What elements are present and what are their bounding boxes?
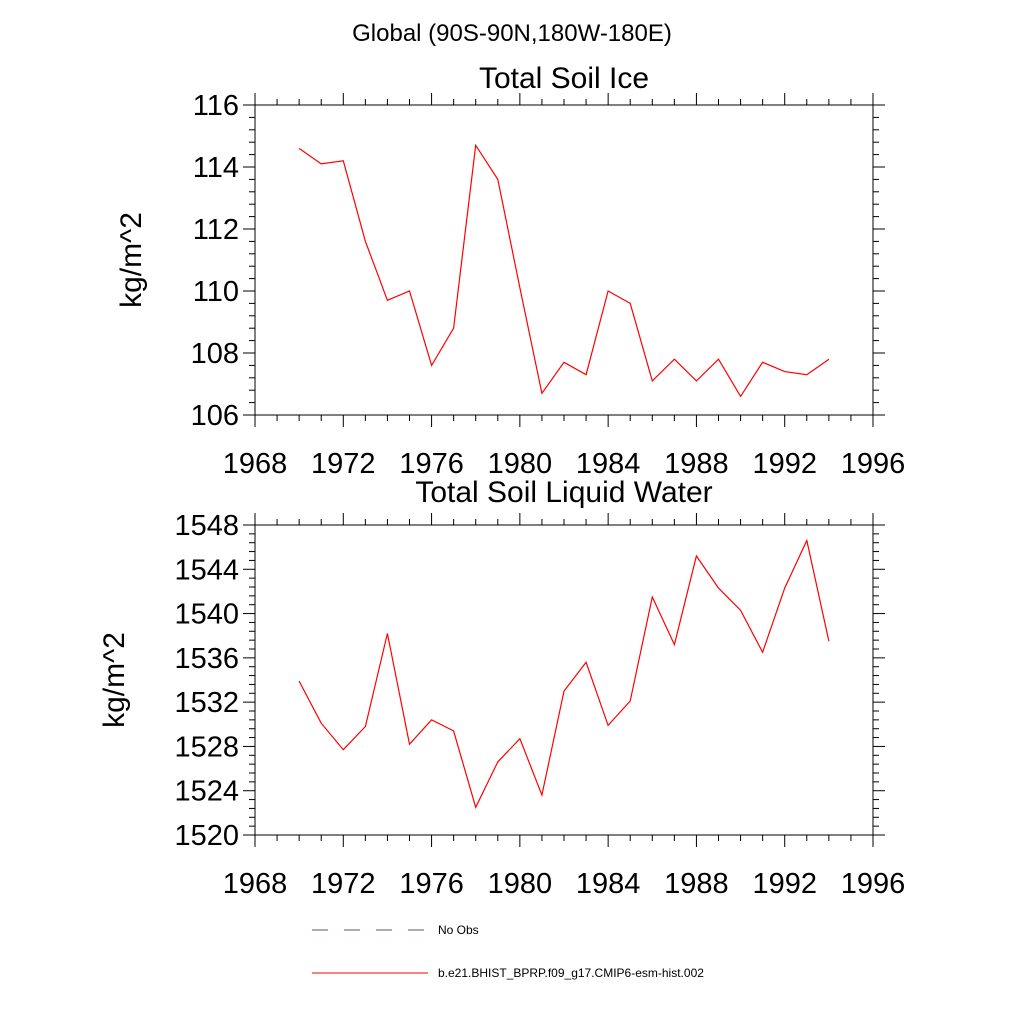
x-tick-label: 1988 xyxy=(664,448,729,480)
x-tick-label: 1980 xyxy=(488,448,553,480)
panel-title: Total Soil Liquid Water xyxy=(415,476,712,509)
y-tick-label: 106 xyxy=(191,400,239,432)
panel-title: Total Soil Ice xyxy=(479,62,649,95)
plot-frame xyxy=(254,524,874,836)
plot-area: 1968 1972 1976 1980 1984 1988 1992 1996 1520 1524… xyxy=(174,510,905,900)
legend: No Obs b.e21.BHIST_BPRP.f09_g17.CMIP6-es… xyxy=(312,923,704,980)
x-tick-label: 1972 xyxy=(311,448,376,480)
plot-area: 1968 1972 1976 1980 1984 1988 1992 1996 106 108 11… xyxy=(191,90,906,480)
y-tick-label: 1536 xyxy=(174,643,239,675)
y-tick-label: 110 xyxy=(193,276,239,308)
x-tick-label: 1984 xyxy=(576,868,641,900)
x-tick-label: 1976 xyxy=(399,868,464,900)
y-tick-label: 1520 xyxy=(174,820,239,852)
x-tick-label: 1972 xyxy=(311,868,376,900)
y-axis-label: kg/m^2 xyxy=(115,212,148,308)
y-tick-label: 1524 xyxy=(174,776,239,808)
x-tick-label: 1980 xyxy=(488,868,553,900)
x-tick-label: 1976 xyxy=(399,448,464,480)
figure-main-title: Global (90S-90N,180W-180E) xyxy=(352,20,672,47)
y-tick-label: 108 xyxy=(191,338,239,370)
x-tick-label: 1988 xyxy=(664,868,729,900)
legend-label-model: b.e21.BHIST_BPRP.f09_g17.CMIP6-esm-hist.… xyxy=(438,966,704,980)
legend-label-no-obs: No Obs xyxy=(438,923,479,937)
x-tick-label: 1968 xyxy=(223,448,288,480)
plot-frame xyxy=(254,104,874,416)
y-tick-label: 1548 xyxy=(174,510,239,542)
y-tick-label: 116 xyxy=(193,90,239,122)
y-tick-label: 112 xyxy=(193,214,239,246)
series-line xyxy=(298,143,830,398)
y-tick-label: 1532 xyxy=(174,687,239,719)
x-tick-label: 1968 xyxy=(223,868,288,900)
x-tick-label: 1996 xyxy=(841,868,906,900)
x-tick-label: 1996 xyxy=(841,448,906,480)
panel-total-soil-ice: Total Soil Ice kg/m^2 1968 1972 1976 1980 19… xyxy=(115,62,905,480)
x-tick-label: 1992 xyxy=(752,448,817,480)
y-tick-label: 114 xyxy=(193,152,239,184)
y-tick-label: 1540 xyxy=(174,599,239,631)
series-line xyxy=(298,538,830,809)
y-tick-label: 1544 xyxy=(174,554,239,586)
y-axis-label: kg/m^2 xyxy=(98,632,131,728)
panel-total-soil-liquid-water: Total Soil Liquid Water kg/m^2 1968 1972 1… xyxy=(98,476,905,900)
y-tick-label: 1528 xyxy=(174,731,239,763)
x-tick-label: 1984 xyxy=(576,448,641,480)
x-tick-label: 1992 xyxy=(752,868,817,900)
